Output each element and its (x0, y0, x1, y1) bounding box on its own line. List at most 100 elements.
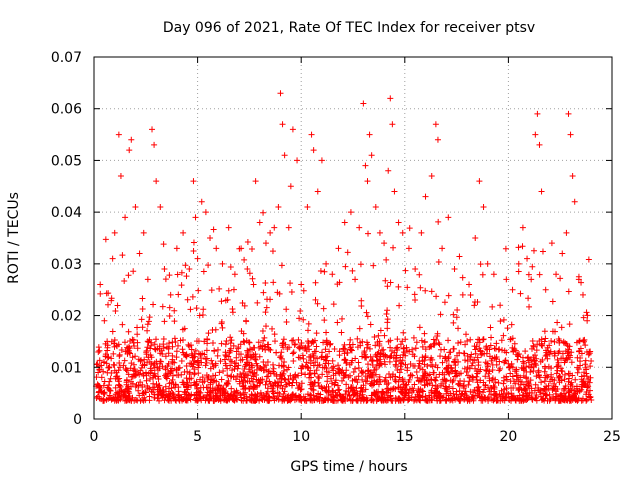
data-point (524, 255, 531, 262)
data-point (294, 157, 301, 164)
data-point (503, 276, 510, 283)
data-point (281, 152, 288, 159)
data-point (553, 271, 560, 278)
y-tick-label: 0.06 (51, 102, 82, 118)
data-point (194, 255, 201, 262)
x-tick-label: 15 (396, 429, 414, 445)
data-point (207, 235, 214, 241)
y-tick-label: 0.01 (51, 360, 82, 376)
data-point (451, 266, 458, 273)
data-point (366, 131, 373, 138)
data-point (198, 198, 205, 205)
data-point (289, 126, 296, 133)
data-point (122, 214, 129, 221)
axis-ticks: 0 5 10 15 20 25 0 0.01 0.02 0.03 0.04 0.05 0.06 0.07 (51, 50, 621, 445)
data-point (140, 229, 147, 236)
data-point (323, 260, 330, 267)
data-point (186, 266, 193, 273)
data-point (432, 121, 439, 128)
data-point (480, 203, 487, 210)
data-point (376, 229, 383, 236)
data-point (115, 131, 122, 138)
data-point (149, 126, 156, 133)
data-point (439, 245, 446, 252)
data-point (310, 147, 317, 154)
data-point (304, 203, 311, 210)
data-point (385, 167, 392, 174)
x-tick-label: 20 (499, 429, 517, 445)
data-point (391, 188, 398, 195)
data-point (250, 281, 257, 288)
data-point (347, 209, 354, 216)
data-marks (93, 90, 595, 404)
data-point (466, 281, 473, 288)
data-point (180, 229, 187, 236)
data-point (565, 110, 572, 117)
data-point (362, 162, 369, 169)
data-point (372, 203, 379, 210)
data-point (271, 224, 278, 231)
data-point (356, 224, 363, 231)
data-point (117, 172, 124, 179)
data-point (267, 229, 274, 236)
data-point (569, 172, 576, 179)
y-tick-label: 0 (73, 412, 82, 428)
data-point (219, 260, 226, 267)
data-point (418, 229, 425, 236)
data-point (584, 317, 591, 324)
data-point (412, 266, 419, 273)
data-point (279, 121, 286, 128)
data-point (136, 250, 143, 257)
y-axis-label: ROTI / TECUs (6, 192, 22, 284)
data-point (190, 178, 197, 185)
data-point (387, 95, 394, 102)
data-point (484, 260, 491, 267)
data-point (318, 157, 325, 164)
data-point (126, 147, 133, 154)
data-point (399, 229, 406, 236)
data-point (536, 141, 543, 148)
data-point (528, 276, 535, 283)
data-point (111, 229, 118, 236)
data-point (579, 291, 586, 298)
data-point (109, 255, 116, 262)
y-tick-label: 0.02 (51, 309, 82, 325)
data-point (202, 209, 209, 216)
data-point (335, 245, 342, 252)
data-point (277, 90, 284, 97)
plot-frame (93, 56, 613, 420)
y-tick-label: 0.07 (51, 50, 82, 66)
data-point (548, 240, 555, 247)
data-point (151, 141, 158, 148)
data-point (132, 203, 139, 210)
data-point (428, 172, 435, 179)
data-point (532, 131, 539, 138)
data-point (538, 188, 545, 195)
data-point (161, 266, 168, 273)
data-point (534, 110, 541, 117)
data-point (472, 235, 479, 241)
data-point (252, 178, 259, 185)
data-point (256, 219, 263, 226)
data-point (352, 276, 359, 283)
data-point (262, 240, 269, 247)
data-point (542, 286, 549, 293)
data-point (515, 260, 522, 267)
data-point (314, 188, 321, 195)
data-point (559, 250, 566, 257)
data-point (285, 224, 292, 231)
data-point (341, 219, 348, 226)
data-point (153, 178, 160, 185)
y-tick-label: 0.05 (51, 153, 82, 169)
data-point (422, 193, 429, 200)
data-point (329, 271, 336, 278)
x-tick-label: 0 (90, 429, 99, 445)
grid-lines (94, 57, 612, 419)
data-point (231, 271, 238, 278)
data-point (476, 178, 483, 185)
data-point (563, 229, 570, 236)
data-point (490, 271, 497, 278)
data-point (509, 286, 516, 293)
x-tick-label: 25 (603, 429, 621, 445)
